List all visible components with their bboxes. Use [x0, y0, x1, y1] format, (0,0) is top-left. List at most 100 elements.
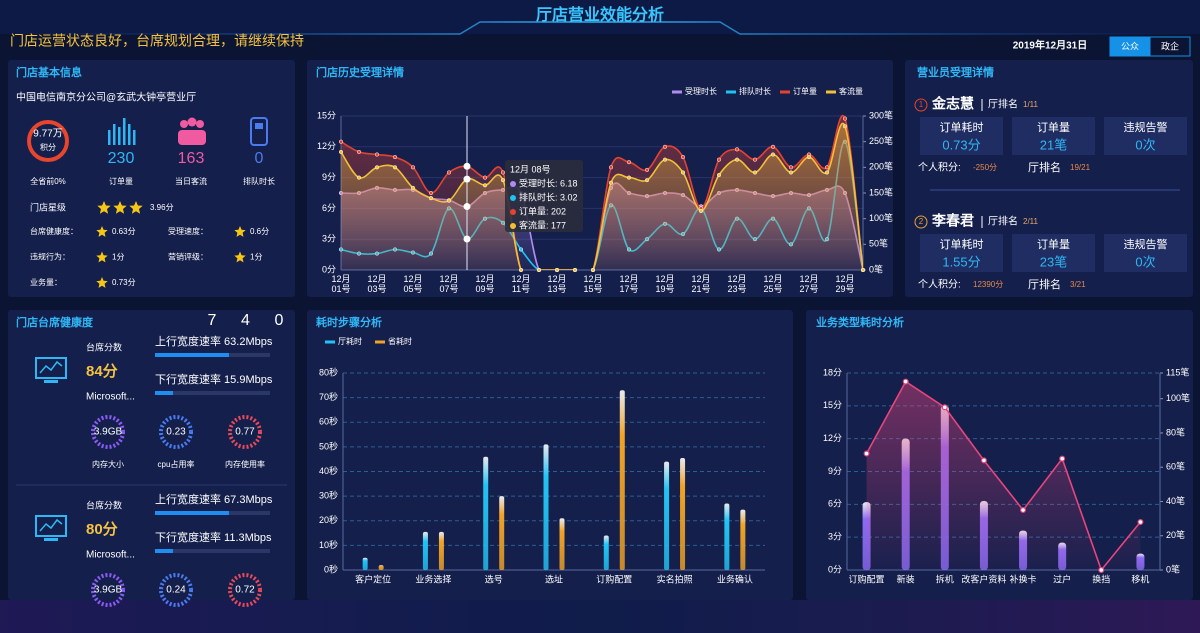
- legend-label: 订单量: [793, 86, 817, 96]
- ring: [159, 415, 193, 449]
- points-label: 个人积分:: [918, 162, 961, 174]
- x-tick-label: 订购配置: [596, 573, 632, 584]
- point: [980, 457, 987, 464]
- ring: [91, 573, 125, 607]
- score-ring: [27, 120, 69, 162]
- hall-rank: 1/11: [1023, 100, 1039, 109]
- stat-card: [1104, 117, 1187, 155]
- bar: [362, 557, 368, 570]
- y-tick-label: 3分: [828, 532, 842, 542]
- point: [590, 267, 596, 273]
- x-tick-label: 客户定位: [355, 573, 391, 584]
- x-tick-label: 12月15号: [583, 274, 603, 294]
- date: 2019年12月31日: [1013, 39, 1088, 52]
- bar: [559, 518, 565, 570]
- ring-value: 3.9GB: [94, 585, 123, 596]
- y2-tick-label: 0笔: [869, 263, 883, 274]
- x-tick-label: 12月13号: [547, 274, 567, 294]
- rank-number: 1: [919, 100, 924, 109]
- bar: [740, 509, 746, 570]
- bar: [724, 503, 730, 570]
- tooltip-dot: [510, 195, 516, 201]
- stat-label: 当日客流: [175, 176, 207, 186]
- ring: [228, 415, 262, 449]
- point: [1098, 566, 1105, 573]
- stat-value: 163: [178, 150, 205, 167]
- x-tick-label: 12月17号: [619, 274, 639, 294]
- point: [752, 170, 758, 175]
- y-tick-label: 70秒: [319, 391, 338, 402]
- points-label: 个人积分:: [918, 279, 961, 291]
- point: [716, 157, 722, 162]
- point: [374, 152, 380, 157]
- y-tick-label: 0分: [828, 564, 842, 574]
- tab-label[interactable]: 公众: [1121, 41, 1139, 51]
- hall-rank: 2/11: [1023, 217, 1039, 226]
- point: [518, 267, 524, 273]
- point: [428, 196, 434, 201]
- y-tick-label: 20秒: [319, 514, 338, 525]
- x-tick-label: 12月21号: [691, 274, 711, 294]
- y2-tick-label: 0笔: [1166, 563, 1180, 574]
- x-tick-label: 换挡: [1092, 573, 1110, 584]
- stat-value: 0: [255, 150, 264, 167]
- star: [129, 201, 143, 214]
- monitor-icon: [35, 357, 67, 383]
- y-tick-label: 12分: [317, 141, 336, 151]
- ring-label: 内存大小: [92, 459, 124, 469]
- ring-value: 0.77: [235, 427, 255, 438]
- stat-value: 230: [108, 150, 135, 167]
- metric-label: 违规行为：: [30, 252, 70, 262]
- legend-swatch: [826, 90, 836, 94]
- point: [1137, 519, 1144, 526]
- card-label: 违规告警: [1124, 120, 1168, 134]
- card-label: 违规告警: [1124, 237, 1168, 251]
- legend-swatch: [780, 90, 790, 94]
- rank-value: 3/21: [1070, 280, 1086, 289]
- rank-label: 厅排名: [1028, 277, 1061, 291]
- tab-label[interactable]: 政企: [1161, 40, 1179, 51]
- chart-title: 耗时步骤分析: [316, 315, 382, 329]
- y2-tick-label: 300笔: [869, 109, 893, 120]
- x-tick-label: 移机: [1131, 573, 1149, 584]
- metric-label: 营销评级：: [168, 252, 208, 262]
- card-value: 0次: [1135, 254, 1155, 269]
- point: [392, 165, 398, 170]
- device: Microsoft...: [86, 392, 135, 403]
- stat-label: 订单量: [109, 176, 133, 186]
- area: [341, 123, 863, 270]
- legend-label: 客流量: [839, 86, 863, 96]
- point: [902, 378, 909, 385]
- panel: [307, 310, 793, 600]
- metric-value: 1分: [250, 253, 262, 262]
- header-bar: [0, 0, 1200, 34]
- legend-swatch: [672, 90, 682, 94]
- x-tick-label: 12月05号: [403, 274, 423, 294]
- ring: [91, 415, 125, 449]
- card-value: 0次: [1135, 137, 1155, 152]
- counter-digit: 7: [208, 312, 217, 329]
- point: [554, 267, 560, 273]
- tooltip-title: 12月 08号: [510, 164, 551, 174]
- upload-speed: 上行宽度速率 67.3Mbps: [155, 492, 273, 506]
- tooltip: [505, 160, 583, 232]
- point: [518, 247, 524, 252]
- x-tick-label: 12月11号: [511, 274, 531, 294]
- point: [863, 450, 870, 457]
- chart-title: 门店历史受理详情: [316, 65, 404, 79]
- point: [752, 157, 758, 162]
- legend-swatch: [375, 340, 385, 344]
- point: [680, 170, 686, 175]
- y-tick-label: 6分: [322, 203, 336, 213]
- tab[interactable]: [1149, 36, 1191, 57]
- point: [374, 165, 380, 170]
- stat-label: 排队时长: [243, 176, 275, 186]
- x-tick-label: 12月07号: [439, 274, 459, 294]
- y-tick-label: 0秒: [324, 563, 338, 574]
- point: [392, 155, 398, 160]
- point: [446, 170, 452, 175]
- hall-rank-label: 厅排名: [988, 215, 1018, 228]
- y-tick-label: 9分: [322, 172, 336, 182]
- card-value: 21笔: [1040, 137, 1067, 152]
